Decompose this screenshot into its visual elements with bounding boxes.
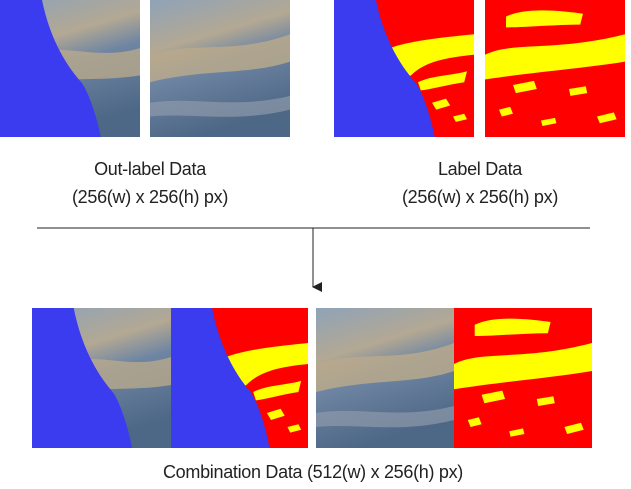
caption-title: Out-label Data <box>94 159 207 179</box>
bottom-caption: Combination Data (512(w) x 256(h) px) <box>163 462 463 482</box>
caption-title: Label Data <box>438 159 523 179</box>
out-label-image <box>150 0 290 137</box>
label-image <box>485 0 625 137</box>
caption-size: (256(w) x 256(h) px) <box>402 187 558 207</box>
out-label-image <box>0 0 140 137</box>
caption-size: (256(w) x 256(h) px) <box>72 187 228 207</box>
combo-image <box>171 308 308 448</box>
combo-image <box>316 308 454 448</box>
label-image <box>334 0 474 137</box>
combo-image <box>32 308 171 448</box>
combo-image <box>454 308 592 448</box>
